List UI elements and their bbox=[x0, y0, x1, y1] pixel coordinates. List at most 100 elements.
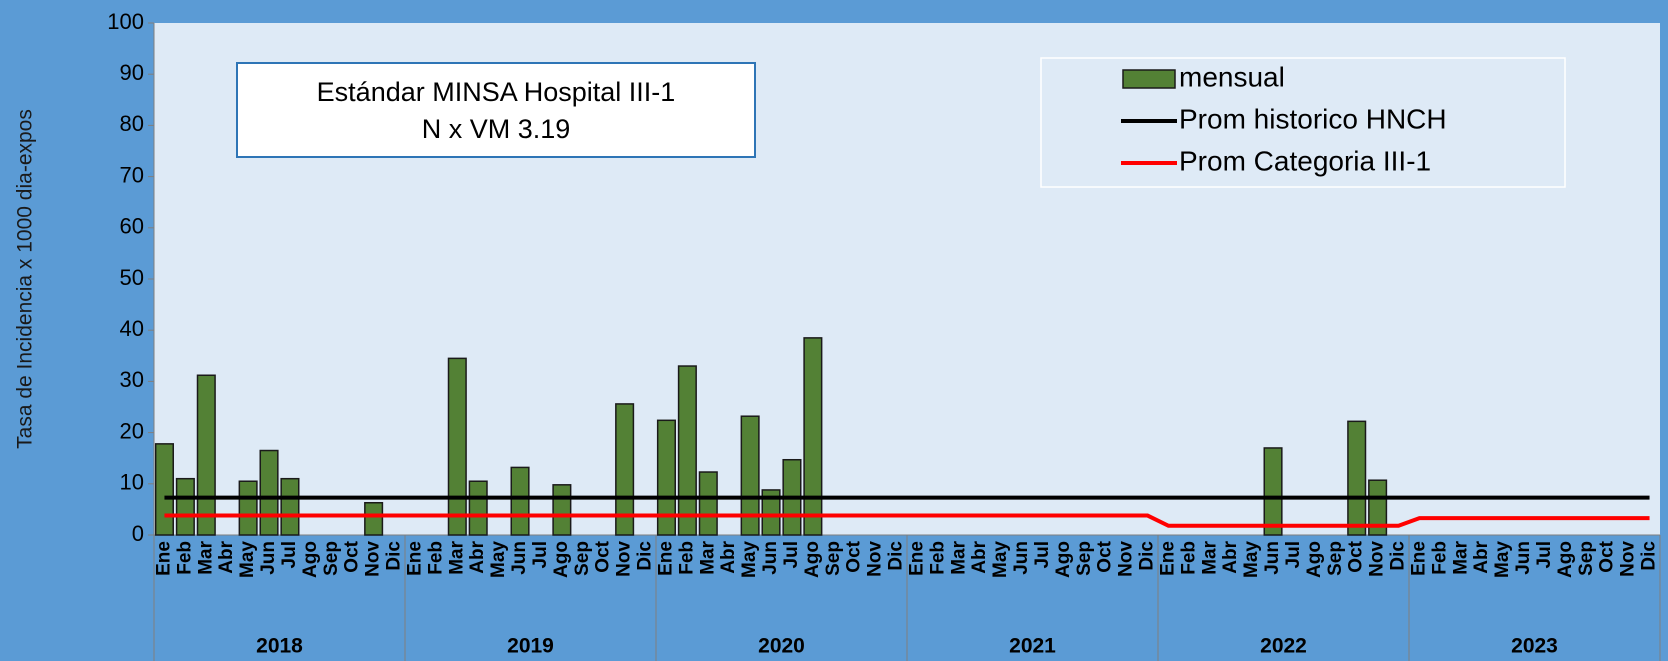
x-tick-label: Ene bbox=[404, 541, 425, 576]
x-tick-label: Sep bbox=[823, 541, 844, 576]
x-tick-label: Ene bbox=[1408, 541, 1429, 576]
x-tick-label: Oct bbox=[1095, 540, 1116, 572]
x-tick-label: Ene bbox=[655, 541, 676, 576]
x-tick-label: May bbox=[1241, 541, 1262, 578]
x-tick-label: Jul bbox=[781, 541, 802, 568]
legend-label: Prom historico HNCH bbox=[1179, 103, 1447, 134]
x-tick-label: Sep bbox=[321, 541, 342, 576]
x-tick-label: Abr bbox=[1471, 540, 1492, 573]
group-label: 2021 bbox=[1009, 635, 1056, 658]
bar bbox=[510, 466, 530, 536]
group-label: 2022 bbox=[1260, 635, 1307, 658]
x-tick-label: Nov bbox=[614, 541, 635, 577]
x-tick-label: Nov bbox=[1116, 541, 1137, 577]
x-tick-label: Ago bbox=[802, 541, 823, 578]
x-tick-label: May bbox=[237, 541, 258, 578]
bar bbox=[259, 449, 279, 536]
x-tick-label: May bbox=[1492, 541, 1513, 578]
x-tick-label: Jul bbox=[1534, 541, 1555, 568]
annotation-box bbox=[236, 62, 756, 158]
bar bbox=[447, 357, 467, 536]
y-tick-label: 90 bbox=[120, 60, 144, 85]
x-tick-label: Mar bbox=[1450, 540, 1471, 574]
legend-label: Prom Categoria III-1 bbox=[1179, 145, 1431, 176]
bar bbox=[468, 480, 488, 536]
annotation-text: N x VM 3.19 bbox=[422, 114, 571, 144]
bar bbox=[761, 489, 781, 536]
y-tick-label: 50 bbox=[120, 265, 144, 290]
bar bbox=[238, 480, 258, 536]
x-tick-label: Abr bbox=[718, 540, 739, 573]
group-label: 2018 bbox=[256, 635, 303, 658]
x-tick-label: Jul bbox=[1283, 541, 1304, 568]
bar bbox=[1368, 479, 1388, 536]
bar bbox=[280, 477, 300, 536]
x-tick-label: Mar bbox=[948, 540, 969, 574]
x-tick-label: Oct bbox=[593, 540, 614, 572]
x-tick-label: Mar bbox=[1199, 540, 1220, 574]
x-tick-label: May bbox=[488, 541, 509, 578]
bar bbox=[698, 471, 718, 536]
x-tick-label: Abr bbox=[216, 540, 237, 573]
bar bbox=[364, 501, 384, 536]
x-tick-label: Dic bbox=[886, 541, 907, 571]
x-tick-label: Sep bbox=[1325, 541, 1346, 576]
x-tick-label: Abr bbox=[969, 540, 990, 573]
x-tick-label: Feb bbox=[1178, 541, 1199, 575]
bar bbox=[154, 443, 174, 536]
y-tick-label: 70 bbox=[120, 162, 144, 187]
x-tick-label: Oct bbox=[342, 540, 363, 572]
x-tick-label: Ene bbox=[153, 541, 174, 576]
y-tick-label: 60 bbox=[120, 214, 144, 239]
bar bbox=[677, 365, 697, 536]
x-tick-label: Dic bbox=[1639, 541, 1660, 571]
bar bbox=[1347, 420, 1367, 536]
group-label: 2023 bbox=[1511, 635, 1558, 658]
annotation-text: Estándar MINSA Hospital III-1 bbox=[317, 77, 676, 107]
x-tick-label: Ago bbox=[551, 541, 572, 578]
x-tick-label: Dic bbox=[635, 541, 656, 571]
x-tick-label: Ene bbox=[1157, 541, 1178, 576]
y-tick-label: 80 bbox=[120, 111, 144, 136]
x-tick-label: Dic bbox=[1388, 541, 1409, 571]
x-tick-label: Feb bbox=[174, 541, 195, 575]
y-tick-label: 40 bbox=[120, 316, 144, 341]
legend-swatch bbox=[1122, 69, 1176, 89]
x-tick-label: Nov bbox=[363, 541, 384, 577]
x-tick-label: Jun bbox=[258, 541, 279, 575]
y-axis-label: Tasa de Incidencia x 1000 dia-expos bbox=[14, 109, 37, 449]
x-tick-label: Dic bbox=[1137, 541, 1158, 571]
x-tick-label: Abr bbox=[1220, 540, 1241, 573]
line bbox=[164, 513, 1650, 528]
x-tick-label: Mar bbox=[697, 540, 718, 574]
bar bbox=[1263, 447, 1283, 536]
x-tick-label: Nov bbox=[1367, 541, 1388, 577]
x-tick-label: Jun bbox=[1262, 541, 1283, 575]
x-tick-label: Jun bbox=[760, 541, 781, 575]
x-tick-label: Mar bbox=[195, 540, 216, 574]
x-tick-label: Feb bbox=[676, 541, 697, 575]
x-tick-label: Nov bbox=[865, 541, 886, 577]
y-tick-label: 0 bbox=[132, 521, 144, 546]
x-tick-label: Jun bbox=[1011, 541, 1032, 575]
x-tick-label: Oct bbox=[1597, 540, 1618, 572]
x-tick-label: Ago bbox=[300, 541, 321, 578]
x-tick-label: Jun bbox=[1513, 541, 1534, 575]
bar bbox=[196, 374, 216, 536]
y-tick-label: 10 bbox=[120, 470, 144, 495]
y-tick-label: 20 bbox=[120, 418, 144, 443]
bar bbox=[656, 419, 676, 536]
x-tick-label: Nov bbox=[1618, 541, 1639, 577]
x-tick-label: Sep bbox=[572, 541, 593, 576]
x-tick-label: Sep bbox=[1576, 541, 1597, 576]
x-tick-label: Abr bbox=[467, 540, 488, 573]
x-tick-label: Jul bbox=[530, 541, 551, 568]
y-tick-label: 30 bbox=[120, 367, 144, 392]
bar bbox=[615, 403, 635, 536]
group-label: 2020 bbox=[758, 635, 805, 658]
bar bbox=[552, 484, 572, 536]
bar bbox=[175, 477, 195, 536]
x-tick-label: Jun bbox=[509, 541, 530, 575]
x-tick-label: Oct bbox=[1346, 540, 1367, 572]
